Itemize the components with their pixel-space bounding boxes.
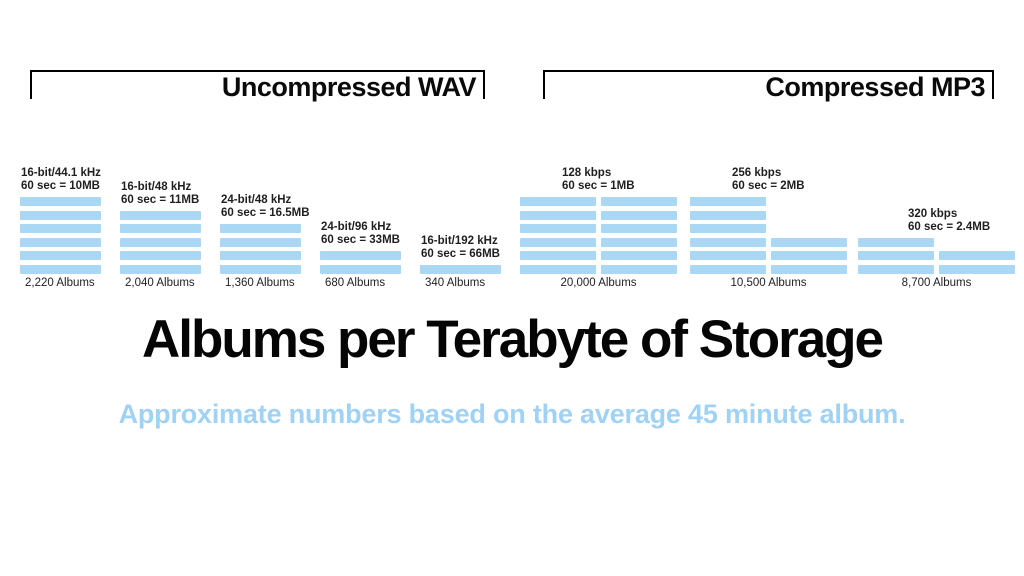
format-name: 16-bit/44.1 kHz [21, 167, 101, 179]
size-per-minute: 60 sec = 16.5MB [221, 206, 310, 219]
bar-segment [420, 265, 501, 274]
format-name: 16-bit/48 kHz [121, 181, 192, 193]
bar-segment [20, 197, 101, 206]
format-label: 16-bit/44.1 kHz 60 sec = 10MB [21, 167, 101, 192]
format-name: 24-bit/48 kHz [221, 194, 292, 206]
size-per-minute: 60 sec = 10MB [21, 179, 100, 192]
bar-segment [771, 251, 847, 260]
wav-header-bracket: Uncompressed WAV [30, 70, 485, 102]
bar-segment [601, 251, 677, 260]
bar-segment [690, 211, 766, 220]
mp3-section-header: Compressed MP3 [765, 72, 985, 102]
bar-segment [601, 211, 677, 220]
subtitle: Approximate numbers based on the average… [118, 399, 906, 429]
bar-segment [120, 211, 201, 220]
format-label: 16-bit/192 kHz 60 sec = 66MB [421, 235, 500, 260]
bar-segment [771, 238, 847, 247]
bar-segment [690, 238, 766, 247]
bar-segment [601, 238, 677, 247]
albums-count-label: 340 Albums [425, 277, 486, 289]
bar-segment [520, 265, 596, 274]
format-name: 320 kbps [908, 208, 958, 220]
bar-segment [20, 211, 101, 220]
wav-section-header: Uncompressed WAV [221, 72, 477, 102]
bar-segment [771, 265, 847, 274]
bar-segment [220, 238, 301, 247]
size-per-minute: 60 sec = 1MB [562, 179, 635, 192]
bar-segment [690, 224, 766, 233]
albums-count-label: 680 Albums [325, 277, 386, 289]
bar-segment [220, 251, 301, 260]
size-per-minute: 60 sec = 11MB [121, 193, 200, 206]
bar-segment [939, 251, 1015, 260]
bar-segment [858, 251, 934, 260]
bar-segment [320, 265, 401, 274]
bar-segment [120, 265, 201, 274]
bar-segment [120, 224, 201, 233]
format-label: 16-bit/48 kHz 60 sec = 11MB [121, 181, 199, 206]
format-name: 24-bit/96 kHz [321, 221, 392, 233]
size-per-minute: 60 sec = 2MB [732, 179, 805, 192]
size-per-minute: 60 sec = 2.4MB [908, 220, 991, 233]
bar-segment [520, 251, 596, 260]
albums-count-label: 2,220 Albums [25, 277, 95, 289]
main-title: Albums per Terabyte of Storage [141, 310, 884, 369]
bar-segment [520, 238, 596, 247]
bar-segment [520, 211, 596, 220]
bar-segment [690, 197, 766, 206]
format-label: 320 kbps 60 sec = 2.4MB [908, 208, 990, 233]
format-name: 128 kbps [562, 167, 612, 179]
albums-count-label: 20,000 Albums [560, 277, 637, 289]
bar-segment [520, 224, 596, 233]
bar-segment [601, 197, 677, 206]
bar-segment [220, 224, 301, 233]
bar-segment [20, 224, 101, 233]
mp3-header-bracket: Compressed MP3 [543, 70, 994, 102]
format-label: 256 kbps 60 sec = 2MB [732, 167, 805, 192]
format-name: 256 kbps [732, 167, 782, 179]
bar-segment [20, 265, 101, 274]
bar-segment [690, 265, 766, 274]
format-label: 24-bit/48 kHz 60 sec = 16.5MB [221, 194, 310, 219]
size-per-minute: 60 sec = 66MB [421, 247, 500, 260]
bar-segment [220, 265, 301, 274]
format-name: 16-bit/192 kHz [421, 235, 498, 247]
albums-count-label: 8,700 Albums [901, 277, 972, 289]
albums-count-label: 2,040 Albums [125, 277, 195, 289]
bar-segment [120, 238, 201, 247]
format-label: 24-bit/96 kHz 60 sec = 33MB [321, 221, 400, 246]
bar-segment [858, 238, 934, 247]
bar-segment [520, 197, 596, 206]
bar-segment [320, 251, 401, 260]
bar-segment [120, 251, 201, 260]
bar-segment [20, 238, 101, 247]
bar-segment [690, 251, 766, 260]
format-label: 128 kbps 60 sec = 1MB [562, 167, 635, 192]
bar-segment [939, 265, 1015, 274]
albums-count-label: 10,500 Albums [730, 277, 807, 289]
bar-segment [858, 265, 934, 274]
albums-count-label: 1,360 Albums [225, 277, 295, 289]
bar-segment [601, 224, 677, 233]
size-per-minute: 60 sec = 33MB [321, 233, 400, 246]
bar-segment [601, 265, 677, 274]
bar-segment [20, 251, 101, 260]
